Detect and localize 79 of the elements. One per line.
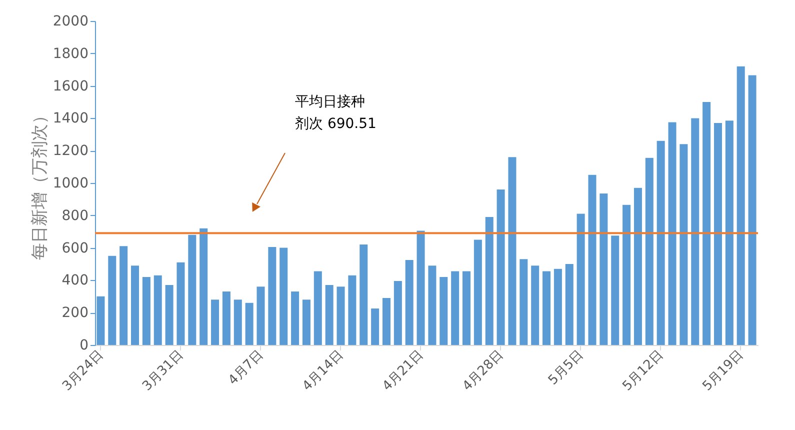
bar [165, 285, 174, 345]
x-tick-label: 4月28日 [460, 348, 506, 394]
x-tick-label: 4月14日 [300, 348, 346, 394]
bar [691, 118, 700, 345]
bar [668, 122, 676, 345]
bar [416, 230, 425, 345]
bar [176, 262, 185, 345]
bar [348, 275, 356, 345]
bar [211, 300, 220, 345]
bar [268, 246, 276, 345]
bar [702, 102, 711, 345]
y-tick-label: 1400 [52, 110, 88, 127]
bar [120, 246, 128, 345]
bar [382, 298, 390, 345]
bar [576, 214, 585, 345]
bar [336, 286, 345, 345]
bar [108, 256, 116, 345]
y-tick-label: 800 [62, 208, 88, 224]
bar [451, 271, 460, 345]
y-tick-label: 0 [80, 338, 88, 354]
x-tick-label: 5月19日 [700, 348, 747, 394]
bar [428, 266, 436, 345]
bar [314, 271, 322, 345]
bar [371, 308, 380, 345]
bar [600, 194, 608, 345]
bar [405, 260, 414, 345]
bar [200, 228, 208, 345]
y-tick-label: 1000 [52, 176, 88, 192]
x-tick-label: 4月7日 [226, 348, 266, 388]
bar [222, 292, 230, 345]
y-tick-label: 400 [62, 272, 88, 289]
bar [131, 266, 140, 345]
bar [302, 300, 310, 345]
bar [154, 275, 162, 345]
bar [622, 204, 631, 345]
bar [245, 302, 254, 345]
y-tick-label: 200 [62, 305, 88, 322]
y-tick-label: 1800 [52, 46, 88, 62]
bar [565, 264, 574, 345]
bar [462, 271, 471, 345]
x-tick-label: 5月5日 [546, 348, 586, 388]
bar [508, 157, 516, 345]
bar [142, 276, 150, 345]
bar [325, 285, 334, 345]
bar [520, 259, 528, 345]
bar [554, 268, 562, 345]
y-tick-label: 2000 [52, 14, 88, 30]
bar [256, 286, 265, 345]
bar [656, 140, 665, 345]
bar [234, 300, 242, 345]
bar [680, 144, 688, 345]
bar [634, 188, 642, 345]
x-tick-label: 3月31日 [140, 348, 186, 394]
x-tick-label: 4月21日 [380, 348, 426, 394]
annotation: 剂次 690.51 [295, 116, 376, 132]
y-tick-label: 1200 [52, 143, 88, 160]
bar [291, 292, 300, 345]
bar [736, 66, 745, 345]
bar [714, 123, 722, 345]
bar [496, 189, 505, 345]
bar [588, 174, 596, 345]
bar [360, 244, 368, 345]
bar [645, 158, 654, 345]
bar [611, 236, 620, 345]
bar [725, 120, 734, 345]
bar [474, 240, 482, 345]
annotation: 平均日接种 [295, 94, 365, 110]
bar [280, 248, 288, 345]
y-axis-title: 每日新增（万剂次） [30, 107, 50, 260]
bar [188, 234, 196, 345]
bar [485, 217, 494, 345]
bar [531, 266, 540, 345]
x-tick-label: 5月12日 [620, 348, 666, 394]
y-tick-label: 600 [62, 240, 88, 256]
bar [542, 271, 551, 345]
bar [440, 276, 448, 345]
bar [748, 75, 756, 345]
y-tick-label: 1600 [52, 78, 88, 94]
bar [394, 281, 402, 345]
